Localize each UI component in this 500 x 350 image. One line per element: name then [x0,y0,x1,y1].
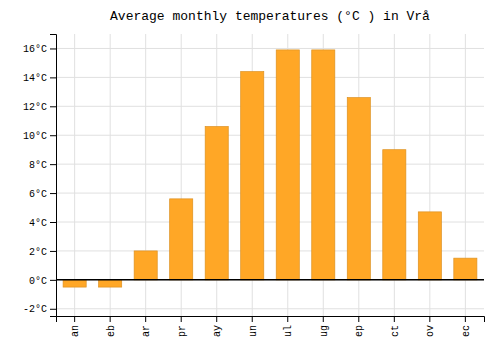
tick: eb [106,316,117,337]
tick-mark [358,316,359,322]
tick-label: 6°C [29,189,47,200]
bar [276,50,299,280]
tick: ar [141,316,152,337]
tick: un [248,316,259,337]
bar [170,199,193,280]
grid-line [56,308,484,309]
bar [312,50,335,280]
tick-label: 0°C [29,276,47,287]
tick: 2°C [29,247,56,258]
tick-mark [287,316,288,322]
tick: ul [283,316,294,337]
bar [241,72,264,280]
tick: ov [425,316,436,337]
tick-mark [216,316,217,322]
tick-label: 2°C [29,247,47,258]
tick: an [70,316,81,337]
tick-mark [50,164,56,165]
tick-mark [50,309,56,310]
tick: 6°C [29,189,56,200]
bar [418,212,441,280]
tick-mark [181,316,182,322]
tick-label: ep [354,325,365,337]
grid-line [56,48,484,49]
tick-label: eb [106,325,117,337]
tick-mark [50,280,56,281]
tick-mark [50,135,56,136]
tick-mark [145,316,146,322]
tick: ug [319,316,330,337]
plot: -2°C0°C2°C4°C6°C8°C10°C12°C14°C16°Caneba… [23,34,485,337]
bar [383,150,406,280]
tick-mark [50,48,56,49]
tick: ec [461,316,472,337]
tick: 8°C [29,160,56,171]
tick: 12°C [23,102,56,113]
tick-label: ec [461,325,472,337]
grid-line [56,135,484,136]
tick-mark [394,316,395,322]
tick: ct [390,316,401,337]
bar [205,127,228,280]
tick-label: an [70,325,81,337]
tick-label: ug [319,325,330,337]
chart: -2°C0°C2°C4°C6°C8°C10°C12°C14°C16°Caneba… [0,0,500,350]
bar [63,280,86,287]
tick-label: ov [425,325,436,337]
tick-mark [252,316,253,322]
tick-label: 12°C [23,102,47,113]
tick-label: pr [177,325,188,337]
tick-mark [50,106,56,107]
x-axis: an eb ar pr ay un ul ug ep ct ov ec [57,316,485,337]
bar [134,251,157,280]
tick-mark [50,251,56,252]
title: Average monthly temperatures (°C ) in Vr… [110,9,430,24]
bar [454,258,477,280]
tick: 4°C [29,218,56,229]
tick-label: 4°C [29,218,47,229]
bar [347,98,370,280]
tick-mark [50,222,56,223]
tick: pr [177,316,188,337]
grid-line [56,279,484,280]
tick: ep [354,316,365,337]
grid [56,34,484,316]
tick-mark [465,316,466,322]
y-axis: -2°C 0°C 2°C 4°C 6°C 8°C 10°C 12°C 14°C 16°C [23,35,57,317]
tick-mark [323,316,324,322]
tick-label: -2°C [23,304,47,315]
bars [56,50,484,287]
tick-mark [50,77,56,78]
axis-line [50,35,57,317]
tick: 10°C [23,131,56,142]
tick-mark [74,316,75,322]
tick-mark [50,193,56,194]
tick: -2°C [23,304,56,315]
tick-label: 10°C [23,131,47,142]
bar [99,280,122,287]
tick-label: 8°C [29,160,47,171]
tick-mark [429,316,430,322]
grid-line [56,77,484,78]
grid-line [74,34,75,316]
tick-mark [110,316,111,322]
grid-line [110,34,111,316]
axis-line [57,317,485,323]
tick: ay [212,316,223,337]
tick-label: ct [390,325,401,337]
tick-label: un [248,325,259,337]
tick: 0°C [29,276,56,287]
tick: 14°C [23,73,56,84]
grid-line [56,106,484,107]
tick-label: ar [141,325,152,337]
tick-label: ul [283,325,294,337]
grid-line [56,164,484,165]
tick-label: 16°C [23,44,47,55]
grid-line [56,193,484,194]
tick-label: ay [212,325,223,337]
tick-label: 14°C [23,73,47,84]
zero-line [56,279,484,281]
tick: 16°C [23,44,56,55]
